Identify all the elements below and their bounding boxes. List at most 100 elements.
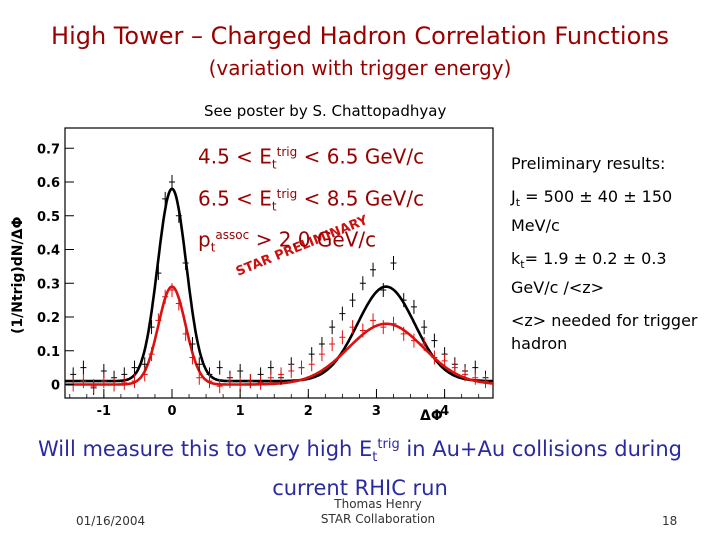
data-point: [288, 364, 295, 378]
data-point: [370, 313, 377, 328]
fit-curve: [65, 187, 493, 383]
plot-frame: [64, 127, 494, 399]
data-point: [410, 333, 417, 348]
x-tick-label: 1: [236, 404, 245, 419]
data-point: [380, 320, 387, 335]
y-tick-label: 0.4: [37, 244, 60, 259]
data-point: [329, 320, 336, 335]
data-point: [431, 350, 438, 365]
results-panel: Preliminary results: Jt = 500 ± 40 ± 150…: [511, 152, 711, 365]
data-point: [247, 374, 254, 389]
data-point: [100, 374, 107, 389]
cut-line-2: 6.5 < Ettrig < 8.5 GeV/c: [198, 186, 425, 214]
slide-subtitle: (variation with trigger energy): [208, 56, 512, 80]
slide-title: High Tower – Charged Hadron Correlation …: [51, 22, 669, 50]
data-point: [462, 367, 469, 382]
data-point: [189, 337, 196, 351]
data-point: [155, 313, 162, 328]
x-axis-label: ΔΦ: [420, 408, 443, 424]
kt-result: kt= 1.9 ± 0.2 ± 0.3 GeV/c /<z>: [511, 249, 667, 298]
data-point: [278, 367, 285, 382]
data-point: [390, 316, 397, 331]
poster-note: See poster by S. Chattopadhyay: [204, 102, 447, 120]
data-point: [237, 364, 244, 378]
data-point: [90, 379, 97, 394]
data-point: [370, 262, 377, 277]
y-tick-label: 0.1: [37, 345, 60, 360]
data-point: [196, 370, 203, 385]
data-point: [169, 175, 175, 189]
data-point: [175, 296, 182, 311]
data-point: [431, 333, 438, 348]
data-point: [182, 256, 189, 270]
x-tick-label: 4: [440, 404, 449, 419]
data-point: [121, 375, 128, 390]
data-point: [226, 374, 233, 389]
kinematic-cuts: 4.5 < Ettrig < 6.5 GeV/c 6.5 < Ettrig < …: [198, 138, 424, 263]
data-point: [410, 299, 417, 314]
data-point: [148, 347, 155, 362]
page-number: 18: [662, 514, 678, 528]
y-tick-label: 0.6: [37, 176, 60, 191]
jt-result: Jt = 500 ± 40 ± 150 MeV/c: [511, 187, 673, 236]
data-point: [400, 326, 407, 341]
data-point: [400, 293, 407, 308]
data-point: [421, 337, 428, 351]
data-point: [189, 350, 196, 365]
data-point: [216, 379, 223, 394]
y-tick-label: 0: [51, 379, 60, 394]
data-point: [451, 360, 458, 375]
data-point: [380, 283, 387, 297]
data-point: [359, 323, 366, 338]
data-point: [298, 360, 305, 375]
data-point: [141, 367, 148, 382]
data-point: [257, 375, 264, 390]
data-point: [80, 374, 87, 389]
data-point: [131, 374, 138, 389]
data-point: [339, 306, 346, 321]
data-point: [318, 347, 325, 362]
data-point: [308, 357, 315, 372]
y-tick-label: 0.3: [37, 277, 60, 292]
data-point: [175, 208, 182, 223]
y-tick-label: 0.2: [37, 311, 60, 326]
z-note: <z> needed for trigger hadron: [511, 311, 698, 354]
data-point: [206, 374, 213, 389]
x-tick-label: 3: [372, 404, 381, 419]
data-point: [472, 370, 479, 385]
outlook-text: Will measure this to very high Ettrig in…: [37, 437, 683, 501]
data-point: [162, 191, 169, 206]
x-tick-label: 0: [167, 404, 176, 419]
data-point: [111, 377, 118, 392]
y-tick-label: 0.7: [37, 142, 60, 157]
results-heading: Preliminary results:: [511, 154, 666, 173]
data-point: [182, 326, 189, 341]
x-tick-label: 2: [304, 404, 313, 419]
data-point: [359, 276, 366, 291]
data-point: [349, 293, 356, 308]
x-tick-label: -1: [97, 404, 111, 419]
y-axis-label: (1/Ntrig)dN/ΔΦ: [10, 217, 26, 334]
data-point: [441, 353, 448, 368]
data-point: [169, 283, 175, 297]
footer-date: 01/16/2004: [76, 514, 146, 528]
data-point: [216, 360, 223, 375]
data-point: [339, 330, 346, 345]
data-point: [267, 370, 274, 385]
cut-line-3: ptassoc > 2.0 GeV/c: [198, 227, 377, 255]
data-point: [80, 360, 87, 375]
data-point: [148, 320, 155, 335]
data-point: [482, 374, 489, 389]
y-tick-label: 0.5: [37, 210, 60, 225]
data-point: [390, 256, 397, 270]
data-point: [131, 360, 138, 375]
data-point: [196, 357, 203, 372]
data-point: [421, 320, 428, 335]
footer-author: Thomas Henry STAR Collaboration: [320, 497, 436, 526]
correlation-plot: STAR PRELIMINARY 00.10.20.30.40.50.60.7 …: [10, 127, 494, 424]
data-point: [349, 320, 356, 335]
data-point: [162, 289, 169, 304]
cut-line-1: 4.5 < Ettrig < 6.5 GeV/c: [198, 144, 425, 172]
data-point: [329, 337, 336, 351]
data-point: [155, 266, 162, 281]
